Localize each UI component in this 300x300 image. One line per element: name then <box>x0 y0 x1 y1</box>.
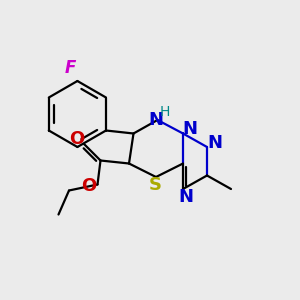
Text: N: N <box>178 188 194 206</box>
Text: S: S <box>149 176 162 194</box>
Text: N: N <box>148 111 164 129</box>
Text: O: O <box>81 177 96 195</box>
Text: N: N <box>182 120 197 138</box>
Text: O: O <box>69 130 84 148</box>
Text: H: H <box>160 105 170 118</box>
Text: N: N <box>207 134 222 152</box>
Text: F: F <box>65 59 76 77</box>
